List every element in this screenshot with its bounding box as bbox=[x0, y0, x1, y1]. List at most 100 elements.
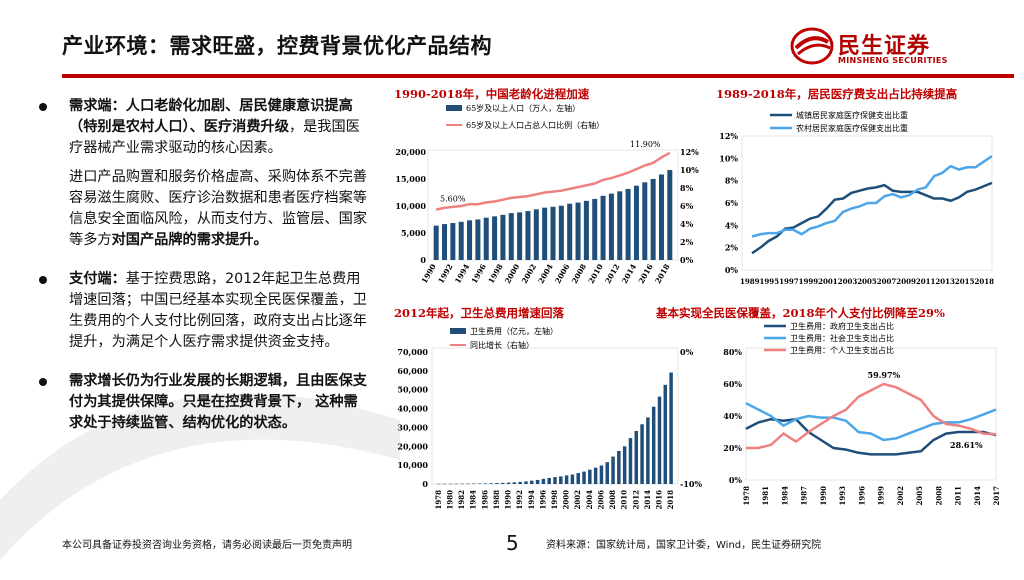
bar-2003 bbox=[582, 471, 586, 484]
y-right-tick-label: 12% bbox=[680, 147, 699, 157]
bar-2008 bbox=[611, 456, 615, 484]
bar-2009 bbox=[617, 450, 621, 484]
x-tick-label: 2006 bbox=[553, 263, 571, 286]
bullet-logic-bold: 需求增长仍为行业发展的长期逻辑，且由医保支付为其提供保障。只是在控费背景下， 这… bbox=[69, 373, 367, 431]
y-right-tick-label: -10% bbox=[680, 479, 702, 489]
x-tick-label: 1990 bbox=[819, 486, 828, 506]
legend-label-rural: 农村居民家庭医疗保健支出比重 bbox=[796, 123, 908, 133]
x-tick-label: 1992 bbox=[436, 263, 454, 286]
annotation-start: 5.60% bbox=[440, 195, 466, 204]
bar-1999 bbox=[508, 213, 514, 260]
x-tick-label: 2005 bbox=[915, 486, 924, 506]
bar-1985 bbox=[477, 483, 482, 484]
y-tick-label: 40% bbox=[723, 411, 742, 421]
bar-1989 bbox=[501, 482, 505, 484]
bar-2005 bbox=[593, 467, 598, 484]
x-tick-label: 1998 bbox=[486, 263, 504, 286]
x-tick-label: 1981 bbox=[761, 486, 770, 506]
bar-2000 bbox=[517, 212, 523, 260]
x-tick-label: 1990 bbox=[504, 490, 513, 510]
bullet-payment-bold: 支付端： bbox=[69, 271, 126, 287]
x-tick-label: 2014 bbox=[973, 486, 982, 506]
bar-2011 bbox=[608, 193, 614, 260]
x-tick-label: 1999 bbox=[877, 486, 886, 506]
x-tick-label: 1996 bbox=[470, 263, 488, 286]
y-tick-label: 4% bbox=[725, 220, 739, 230]
logo-mark-icon bbox=[790, 27, 834, 65]
bullet-dot bbox=[39, 378, 47, 386]
x-tick-label: 2008 bbox=[608, 490, 617, 510]
chart2-title: 1989-2018年，居民医疗费支出占比持续提高 bbox=[716, 87, 958, 101]
y-left-tick-label: 20,000 bbox=[397, 441, 428, 451]
line-ratio bbox=[435, 151, 671, 211]
x-tick-label: 1994 bbox=[453, 263, 471, 286]
bar-2000 bbox=[564, 475, 569, 484]
legend-swatch-bars bbox=[450, 328, 466, 334]
y-left-tick-label: 70,000 bbox=[397, 347, 428, 357]
bar-2004 bbox=[550, 206, 556, 260]
x-tick-label: 1996 bbox=[857, 486, 866, 506]
bar-2002 bbox=[533, 209, 539, 260]
x-tick-label: 2018 bbox=[653, 263, 671, 286]
x-tick-label: 1978 bbox=[742, 486, 751, 506]
x-tick-label: 2018 bbox=[666, 490, 675, 510]
x-tick-label: 2008 bbox=[570, 263, 588, 286]
legend-label-bars: 卫生费用（亿元，左轴） bbox=[470, 326, 558, 336]
bar-2010 bbox=[622, 446, 627, 484]
x-tick-label: 1980 bbox=[446, 490, 455, 510]
bar-1983 bbox=[466, 483, 470, 485]
y-right-tick-label: 10% bbox=[680, 165, 699, 175]
bullet-payment-text: 基于控费思路，2012年起卫生总费用增速回落；中国已经基本实现全民医保覆盖，卫生… bbox=[69, 271, 367, 350]
footer-source: 资料来源：国家统计局，国家卫计委，Wind，民生证券研究院 bbox=[546, 540, 822, 551]
x-tick-label: 2012 bbox=[631, 490, 640, 510]
bar-1992 bbox=[518, 481, 522, 484]
bar-1978 bbox=[437, 483, 441, 485]
logo-text-cn: 民生证券 bbox=[838, 34, 931, 59]
bar-1987 bbox=[489, 483, 493, 484]
series-line-personal bbox=[746, 382, 997, 450]
x-tick-label: 2014 bbox=[620, 263, 638, 286]
y-left-tick-label: 20,000 bbox=[395, 147, 426, 157]
y-tick-label: 80% bbox=[723, 347, 742, 357]
chart3-title: 2012年起，卫生总费用增速回落 bbox=[394, 306, 565, 320]
x-tick-label: 1993 bbox=[838, 486, 847, 506]
footer-disclaimer: 本公司具备证券投资咨询业务资格，请务必阅读最后一页免责声明 bbox=[62, 540, 352, 551]
bar-1994 bbox=[467, 220, 473, 260]
x-tick-labels: 1989199519971999200120032005200720092011… bbox=[740, 277, 994, 286]
y-tick-label: 10% bbox=[719, 153, 738, 163]
y-tick-label: 20% bbox=[723, 443, 742, 453]
x-tick-label: 1984 bbox=[780, 486, 789, 506]
bar-2016 bbox=[650, 178, 656, 260]
page-title: 产业环境：需求旺盛，控费背景优化产品结构 bbox=[62, 34, 492, 58]
bar-2007 bbox=[575, 202, 581, 260]
bar-2011 bbox=[628, 438, 633, 484]
bar-1996 bbox=[483, 217, 489, 260]
bar-1997 bbox=[547, 477, 551, 484]
company-logo: 民生证券 MINSHENG SECURITIES bbox=[790, 26, 1010, 70]
chart-aging-population: 65岁及以上人口（万人，左轴） 65岁及以上人口占总人口比例（右轴） 0 5,000 1… bbox=[395, 103, 699, 286]
legend-label-line: 65岁及以上人口占总人口比例（右轴） bbox=[466, 120, 604, 130]
y-tick-label: 2% bbox=[725, 243, 739, 253]
bar-1991 bbox=[442, 224, 448, 260]
bar-2018 bbox=[669, 372, 673, 484]
x-tick-label: 1990 bbox=[420, 263, 438, 286]
bar-1990 bbox=[433, 225, 439, 260]
bar-2006 bbox=[567, 203, 573, 260]
bar-1994 bbox=[530, 480, 534, 484]
x-tick-label: 2012 bbox=[603, 263, 621, 286]
title-divider bbox=[62, 74, 1014, 78]
y-left-tick-label: 40,000 bbox=[397, 404, 428, 414]
x-tick-label: 2011 bbox=[954, 486, 963, 506]
x-tick-label: 1996 bbox=[538, 490, 547, 510]
bar-2013 bbox=[640, 424, 644, 484]
bar-2010 bbox=[600, 195, 606, 260]
bar-1993 bbox=[524, 481, 528, 484]
bullet-payment: 支付端：基于控费思路，2012年起卫生总费用增速回落；中国已经基本实现全民医保覆… bbox=[36, 269, 368, 353]
y-left-tick-label: 0 bbox=[420, 255, 426, 265]
x-tick-label: 2006 bbox=[596, 490, 605, 510]
y-left-tick-label: 30,000 bbox=[397, 422, 428, 432]
y-right-tick-label: 6% bbox=[680, 201, 694, 211]
bullet-dot bbox=[39, 103, 47, 111]
paragraph-import: 进口产品购置和服务价格虚高、采购体系不完善容易滋生腐败、医疗诊治数据和患者医疗档… bbox=[36, 167, 368, 251]
